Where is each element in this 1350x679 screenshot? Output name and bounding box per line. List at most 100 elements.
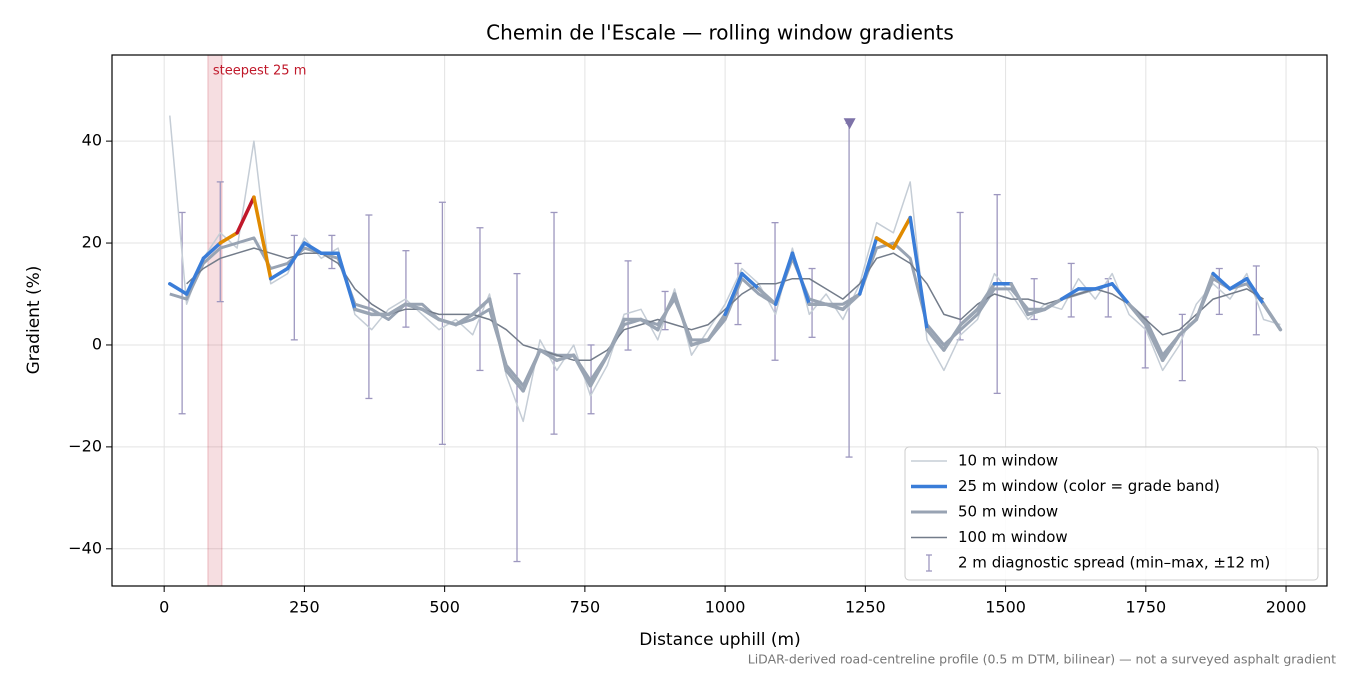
series-segment [1110,282,1131,306]
series-segment [757,287,778,306]
series-segment [538,348,559,362]
x-tick-label: 250 [289,598,320,617]
series-segment [908,215,929,332]
series-segment [1127,302,1148,327]
x-tick-label: 1000 [705,598,746,617]
x-axis-label: Distance uphill (m) [639,630,800,650]
x-tick-label: 1750 [1125,598,1166,617]
series-segment [706,312,727,342]
series-segment [773,251,795,306]
series-segment [841,292,862,312]
legend-box [904,446,1319,581]
x-tick-label: 1500 [985,598,1026,617]
series-segment [336,251,357,312]
series-segment [268,266,290,281]
series-segment [672,292,694,347]
series-segment [1026,307,1047,317]
series-segment [454,312,475,327]
peak-marker [843,118,856,130]
series-segment [824,302,845,312]
error-bar [476,227,484,372]
series-segment [605,317,626,357]
series-line [169,115,1281,423]
plot-frame [111,54,1328,587]
y-axis-label: Gradient (%) [24,266,44,375]
error-bar [1178,313,1186,382]
series-segment [857,236,879,296]
x-tick-label: 2000 [1266,598,1307,617]
error-bar [993,193,1001,395]
series-segment [723,271,744,317]
error-bar [734,262,742,326]
series-segment [555,353,576,362]
series-segment [958,307,980,327]
error-bar [845,122,853,458]
series-line [186,247,1264,361]
highlight-label: steepest 25 m [213,64,306,79]
error-bar [550,211,558,435]
series-segment [252,195,273,281]
series-segment [403,302,424,312]
series-segment [1177,317,1199,337]
series-segment [874,236,896,250]
series-segment [1059,287,1081,301]
y-tick-label: −20 [68,436,102,455]
series-segment [588,353,610,388]
series-segment [168,282,189,296]
error-bar [513,272,521,563]
series-segment [925,327,946,352]
series-segment [975,282,997,312]
series-segment [184,256,206,296]
series-segment [521,348,542,393]
series-segment [1160,333,1182,362]
series-segment [1228,276,1249,291]
y-tick-label: 20 [82,233,102,252]
series-segment [942,322,963,352]
series-segment [353,307,374,317]
error-bar [1067,262,1075,318]
x-tick-label: 1250 [845,598,886,617]
series-segment [201,241,223,261]
series-segment [571,353,593,388]
series-segment [1093,282,1114,291]
legend-label: 50 m window [958,503,1058,521]
error-bar [624,260,632,351]
series-segment [386,302,408,317]
chart-title: Chemin de l'Escale — rolling window grad… [486,21,954,45]
x-tick-label: 500 [429,598,460,617]
series-segment [420,307,441,322]
series-segment [285,241,307,271]
legend-label: 25 m window (color = grade band) [958,477,1220,495]
series-segment [487,297,509,373]
series-segment [470,297,492,317]
series-segment [689,338,711,347]
error-bar [1215,267,1223,316]
error-bar [365,214,373,400]
highlight-span [207,54,223,587]
legend-label: 100 m window [958,528,1068,546]
error-bar [290,234,298,341]
error-bar [771,222,779,361]
error-bar [438,201,446,445]
series-segment [740,271,761,291]
series-segment [1043,297,1064,312]
y-tick-label: 0 [92,334,102,353]
series-segment [1194,271,1215,322]
series-segment [1009,282,1030,317]
series-segment [1261,302,1283,332]
legend-label: 2 m diagnostic spread (min–max, ±12 m) [958,554,1270,572]
series-segment [504,368,525,393]
y-tick-label: 40 [82,131,102,150]
series-segment [235,195,256,235]
series-segment [302,241,323,255]
series-segment [218,231,239,245]
error-bar [402,250,410,328]
footnote: LiDAR-derived road-centreline profile (0… [748,652,1336,667]
x-tick-label: 750 [570,598,601,617]
x-tick-label: 0 [159,598,169,617]
series-segment [656,292,677,332]
series-segment [437,317,458,327]
y-tick-label: −40 [68,538,102,557]
series-segment [1144,322,1165,362]
